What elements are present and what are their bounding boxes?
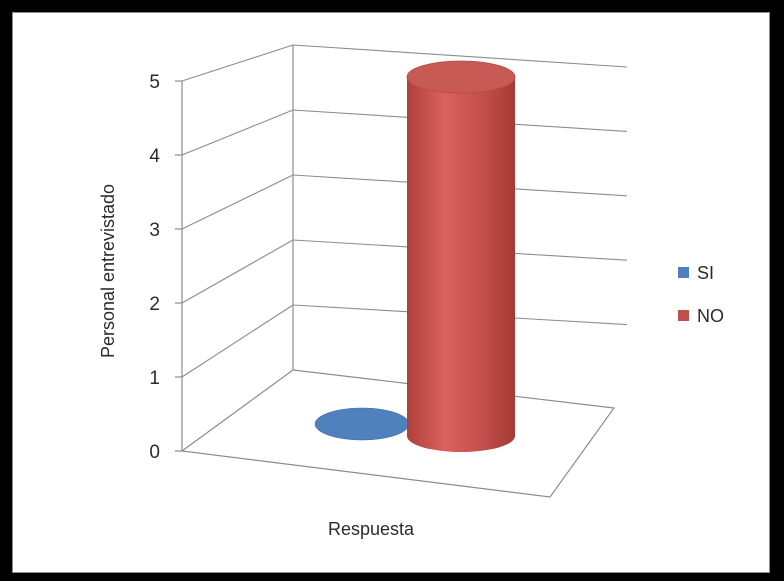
bar-si-disc xyxy=(314,407,410,441)
gridline-back xyxy=(292,44,628,68)
plot-floor xyxy=(180,369,616,498)
legend: SI NO xyxy=(678,263,724,326)
legend-item-si: SI xyxy=(678,263,714,283)
bar-no-top xyxy=(406,60,516,94)
gridline-side xyxy=(181,174,294,230)
gridlines xyxy=(181,44,628,378)
y-tick-label: 2 xyxy=(149,294,160,315)
legend-label-si: SI xyxy=(697,263,714,283)
bar-no xyxy=(406,60,516,452)
y-tick-label: 5 xyxy=(149,72,160,93)
legend-swatch-si xyxy=(678,267,689,278)
bar-no-body xyxy=(407,77,515,452)
y-tick-label: 0 xyxy=(149,442,160,463)
gridline-side xyxy=(181,239,294,304)
bars xyxy=(314,60,516,452)
plot-walls xyxy=(180,45,616,498)
legend-swatch-no xyxy=(678,310,689,321)
legend-item-no: NO xyxy=(678,306,724,326)
bar-si xyxy=(314,407,410,441)
gridline-side xyxy=(181,44,294,82)
y-tick-label: 3 xyxy=(149,220,160,241)
y-tick-labels: 0 1 2 3 4 5 xyxy=(149,72,182,463)
gridline-side xyxy=(181,304,294,378)
legend-label-no: NO xyxy=(697,306,724,326)
y-tick-label: 4 xyxy=(149,146,160,167)
chart-area xyxy=(12,12,770,573)
y-tick-label: 1 xyxy=(149,368,160,389)
gridline-side xyxy=(181,109,294,156)
x-axis-title: Respuesta xyxy=(328,519,415,539)
y-axis-title: Personal entrevistado xyxy=(98,184,118,358)
